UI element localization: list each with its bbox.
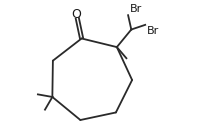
Text: Br: Br: [146, 26, 158, 36]
Text: O: O: [71, 8, 81, 21]
Text: Br: Br: [129, 4, 141, 14]
